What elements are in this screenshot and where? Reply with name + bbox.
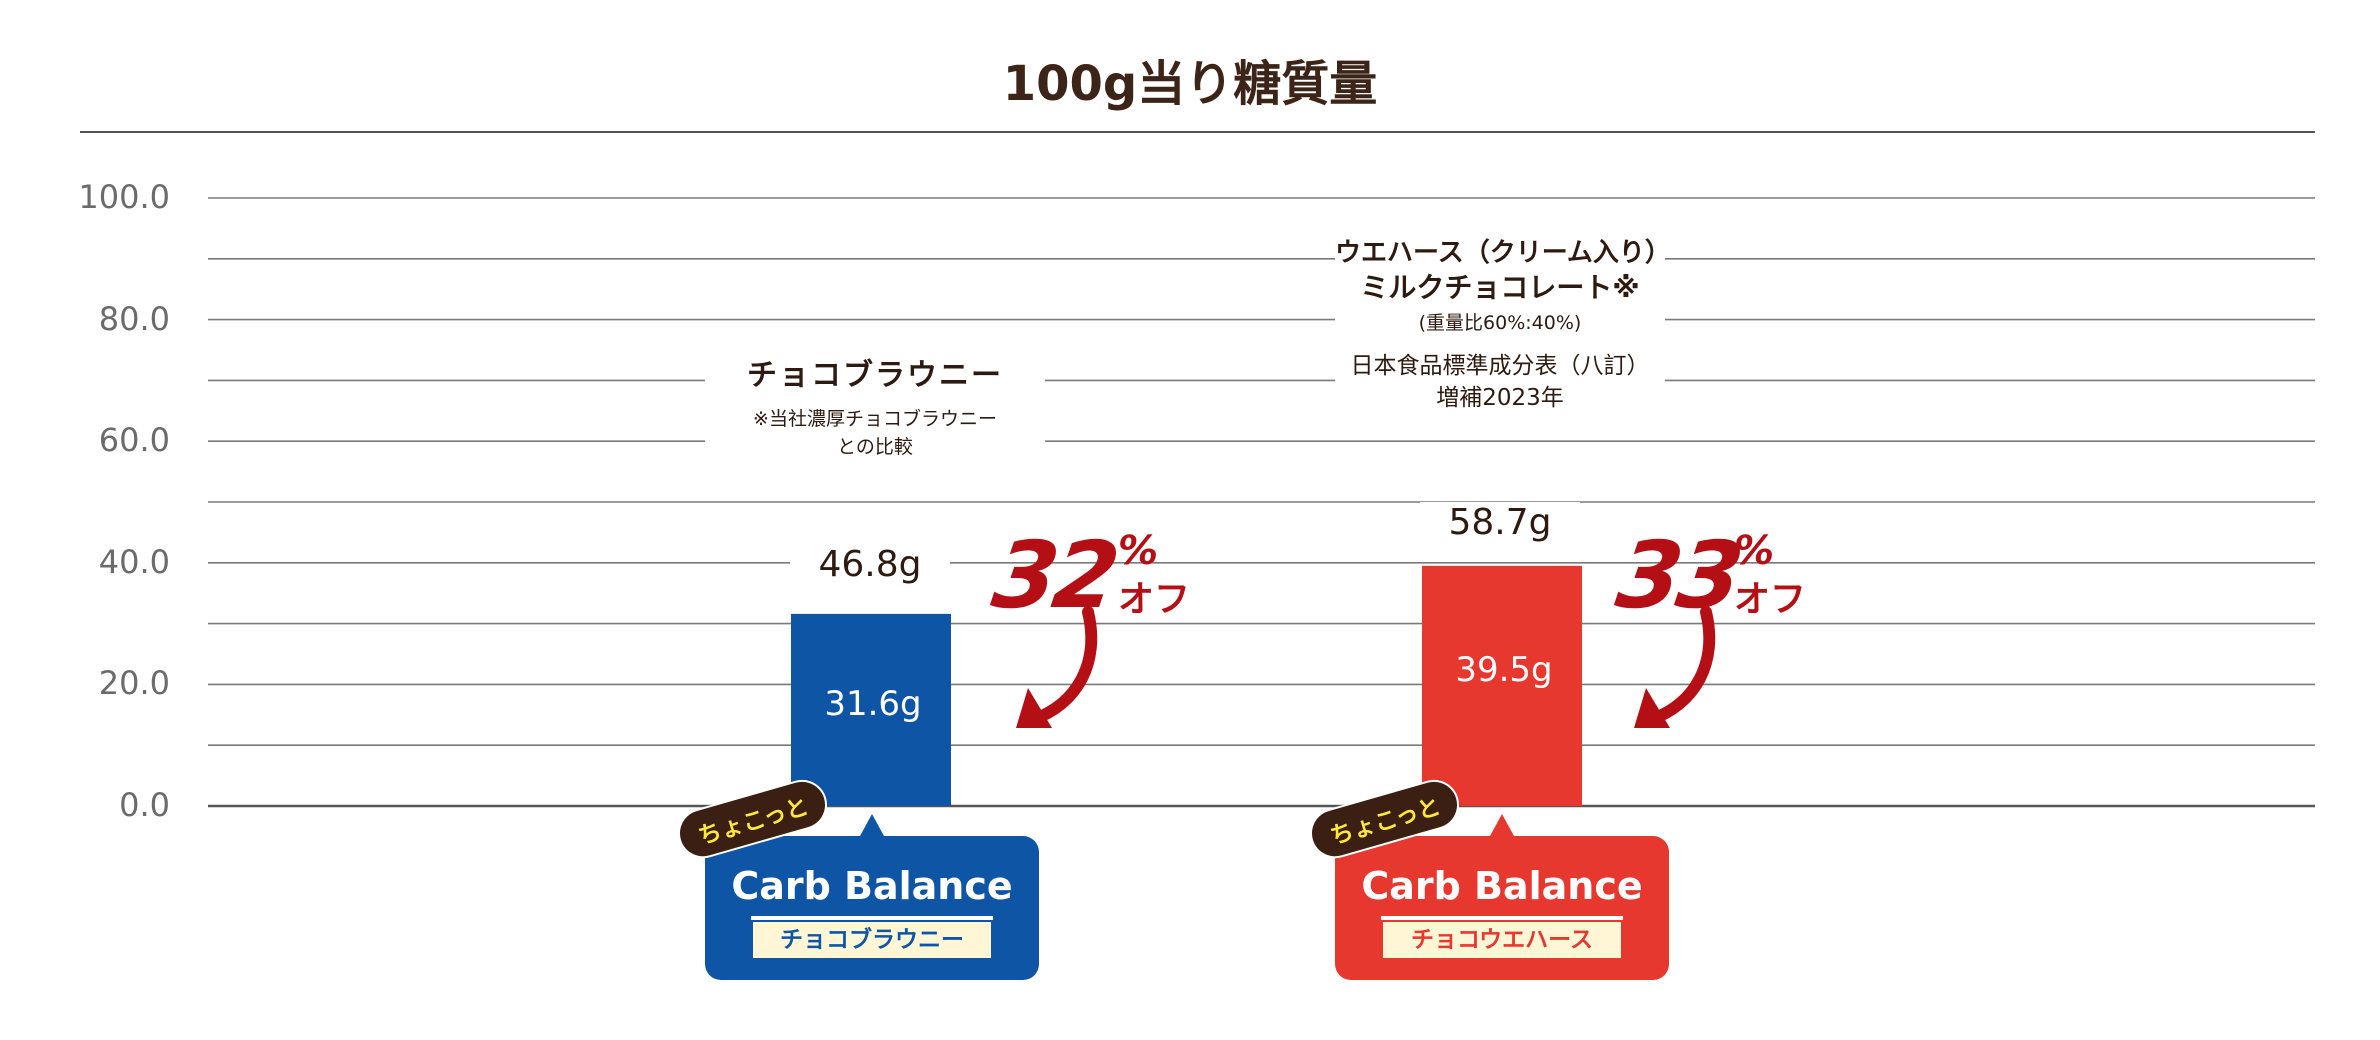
bar-2 bbox=[1422, 565, 1582, 806]
reference-name-2a: ウエハース（クリーム入り） bbox=[1335, 232, 1671, 269]
reference-name-2b: ミルクチョコレート※ bbox=[1335, 266, 1665, 306]
product-callout-1: Carb Balance チョコブラウニー bbox=[705, 814, 1039, 980]
reference-value-1: 46.8g bbox=[790, 544, 950, 585]
y-tick-label: 80.0 bbox=[98, 299, 170, 338]
reduction-number-2: 33 bbox=[1610, 522, 1746, 629]
reference-note-1a: ※当社濃厚チョコブラウニー bbox=[705, 404, 1045, 431]
chart-title: 100g当り糖質量 bbox=[1002, 56, 1378, 112]
reference-name-1: チョコブラウニー bbox=[705, 350, 1045, 394]
brand-underline bbox=[751, 916, 993, 920]
product-callout-2: Carb Balance チョコウエハース bbox=[1335, 814, 1669, 980]
y-tick-label: 60.0 bbox=[98, 421, 170, 460]
product-name: チョコブラウニー bbox=[753, 922, 991, 958]
reduction-percent-1: % bbox=[1118, 528, 1159, 574]
callout-pointer bbox=[1490, 814, 1514, 836]
reduction-percent-2: % bbox=[1734, 528, 1775, 574]
bar-value-label-1: 31.6g bbox=[824, 684, 922, 724]
bar-1 bbox=[791, 613, 951, 806]
bar-value-label-2: 39.5g bbox=[1455, 650, 1553, 690]
y-tick-label: 40.0 bbox=[98, 542, 170, 581]
reference-note-2: (重量比60%:40%) bbox=[1335, 308, 1665, 335]
reduction-arrow-2 bbox=[1644, 606, 1716, 726]
callout-pointer bbox=[860, 814, 884, 836]
y-tick-label: 20.0 bbox=[98, 664, 170, 703]
reference-source-2a: 日本食品標準成分表（八訂） bbox=[1335, 346, 1665, 380]
reduction-number-1: 32 bbox=[986, 522, 1122, 629]
brand-underline bbox=[1381, 916, 1623, 920]
y-tick-label: 0.0 bbox=[119, 786, 170, 824]
y-tick-label: 100.0 bbox=[78, 178, 170, 216]
product-name: チョコウエハース bbox=[1383, 922, 1621, 958]
reduction-suffix-2: オフ bbox=[1734, 579, 1807, 620]
reduction-arrow-1 bbox=[1026, 606, 1098, 726]
reference-value-2: 58.7g bbox=[1420, 502, 1580, 543]
reference-note-1b: との比較 bbox=[705, 432, 1045, 459]
brand-name: Carb Balance bbox=[1361, 864, 1643, 908]
reference-source-2b: 増補2023年 bbox=[1335, 378, 1665, 412]
reduction-arrowhead-2 bbox=[1634, 688, 1670, 728]
brand-name: Carb Balance bbox=[731, 864, 1013, 908]
reduction-arrowhead-1 bbox=[1016, 688, 1052, 728]
reduction-suffix-1: オフ bbox=[1118, 579, 1191, 620]
